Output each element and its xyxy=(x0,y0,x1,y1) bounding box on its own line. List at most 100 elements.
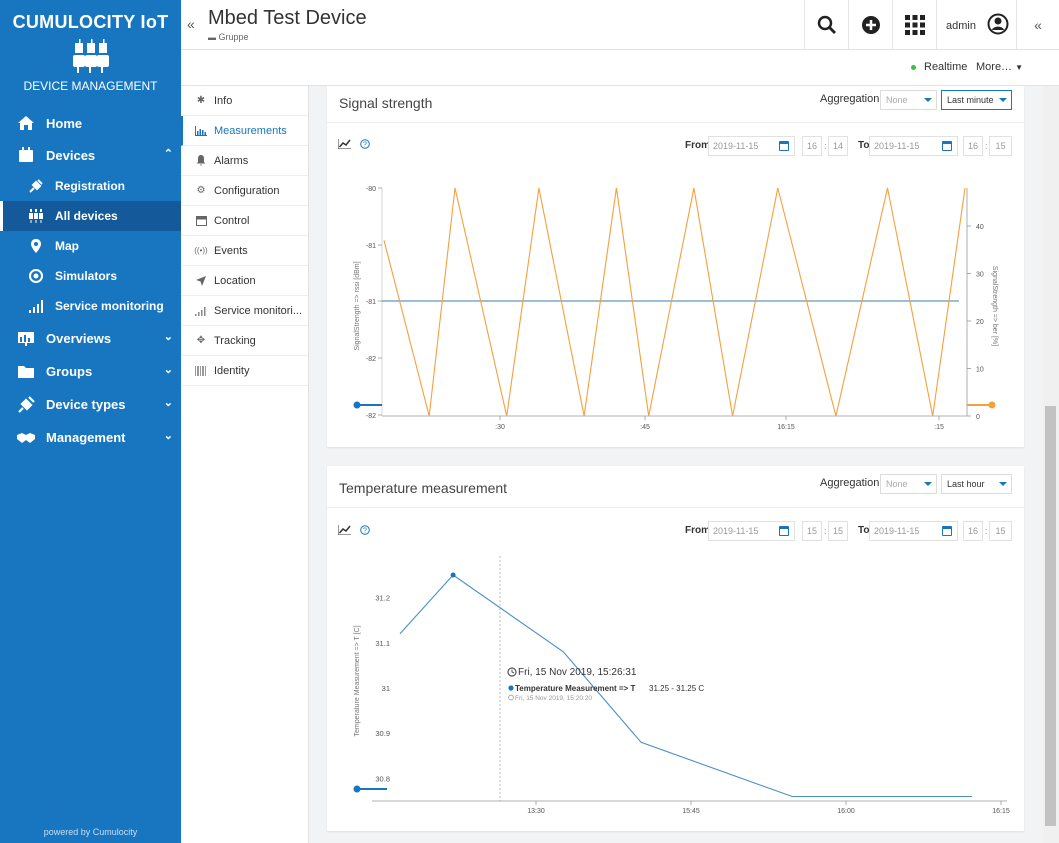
realtime-toggle[interactable]: Realtime xyxy=(911,61,967,73)
realtime-status-icon xyxy=(911,64,916,70)
search-icon xyxy=(817,15,836,34)
collapse-right-button[interactable]: « xyxy=(1016,0,1059,49)
help-icon[interactable]: ? xyxy=(360,139,370,152)
from-minute-input[interactable]: 15 xyxy=(828,521,848,541)
bar-chart-icon xyxy=(195,125,207,136)
calendar-icon[interactable] xyxy=(779,526,789,536)
brand-subtitle: DEVICE MANAGEMENT xyxy=(23,79,158,93)
action-bar: Realtime More… ▼ xyxy=(181,50,1059,86)
calendar-icon[interactable] xyxy=(942,526,952,536)
scrollbar-thumb[interactable] xyxy=(1045,406,1056,826)
simulators-icon xyxy=(28,268,44,284)
search-button[interactable] xyxy=(804,0,848,49)
nav-simulators[interactable]: Simulators xyxy=(0,261,181,291)
nav-registration[interactable]: Registration xyxy=(0,171,181,201)
realtime-label: Realtime xyxy=(924,61,968,73)
tab-tracking[interactable]: ✥ Tracking xyxy=(181,326,308,356)
tab-service-monitoring[interactable]: Service monitori... xyxy=(181,296,308,326)
nav-simulators-label: Simulators xyxy=(55,269,118,283)
tooltip-time: Fri, 15 Nov 2019, 15:26:31 xyxy=(518,667,637,678)
series-ber-line xyxy=(383,187,966,417)
powered-by: powered by Cumulocity xyxy=(43,827,138,837)
nav-groups[interactable]: Groups ⌄ xyxy=(0,355,181,388)
time-separator: : xyxy=(824,141,827,151)
nav-home[interactable]: Home xyxy=(0,107,181,139)
from-date-input[interactable]: 2019-11-15 xyxy=(708,521,795,541)
measurements-content: Signal strength Aggregation None Last mi… xyxy=(310,86,1043,843)
user-name: admin xyxy=(946,20,976,32)
to-label: To xyxy=(858,140,870,151)
from-label: From xyxy=(685,525,710,536)
signal-strength-chart[interactable]: SignalStrength => rssi [dBm] SignalStren… xyxy=(327,176,1024,436)
interval-select[interactable]: Last minute xyxy=(941,90,1012,110)
aggregation-select[interactable]: None xyxy=(880,90,937,110)
user-avatar-icon xyxy=(987,13,1009,35)
tab-configuration[interactable]: ⚙ Configuration xyxy=(181,176,308,206)
tab-label: Control xyxy=(214,214,250,227)
tab-events[interactable]: ((•)) Events xyxy=(181,236,308,266)
page-scrollbar[interactable] xyxy=(1043,86,1059,843)
nav-map[interactable]: Map xyxy=(0,231,181,261)
x-tick-label: 16:15 xyxy=(992,808,1010,815)
tab-label: Identity xyxy=(214,364,250,377)
line-chart-icon[interactable] xyxy=(337,525,351,538)
interval-select[interactable]: Last hour xyxy=(941,474,1012,494)
double-chevron-left-icon: « xyxy=(1034,16,1042,33)
interval-value: Last hour xyxy=(947,479,985,489)
nav-devices[interactable]: Devices ⌃ xyxy=(0,139,181,171)
broadcast-icon: ((•)) xyxy=(194,246,208,255)
series-temperature-legend-dot xyxy=(353,785,361,793)
app-switcher-button[interactable] xyxy=(892,0,936,49)
to-minute-value: 15 xyxy=(995,526,1006,536)
from-hour-value: 16 xyxy=(806,141,817,151)
from-hour-input[interactable]: 15 xyxy=(802,521,822,541)
tooltip-sub: Fri, 15 Nov 2019, 15:20:20 xyxy=(515,695,592,702)
nav-overviews[interactable]: Overviews ⌄ xyxy=(0,322,181,355)
tab-alarms[interactable]: Alarms xyxy=(181,146,308,176)
interval-value: Last minute xyxy=(947,95,994,105)
nav-management-label: Management xyxy=(46,430,126,445)
y-tick-label: 30.9 xyxy=(375,729,390,738)
y-left-tick-label: -82 xyxy=(366,413,376,420)
to-hour-input[interactable]: 16 xyxy=(963,136,983,156)
handshake-icon xyxy=(16,429,36,447)
main-nav: Home Devices ⌃ Registration All devices … xyxy=(0,107,181,454)
tab-measurements[interactable]: Measurements xyxy=(181,116,308,146)
from-minute-input[interactable]: 14 xyxy=(828,136,848,156)
nav-service-monitoring[interactable]: Service monitoring xyxy=(0,291,181,321)
to-date-input[interactable]: 2019-11-15 xyxy=(869,136,958,156)
user-menu[interactable] xyxy=(936,0,1016,49)
to-minute-input[interactable]: 15 xyxy=(989,136,1012,156)
collapse-nav-icon[interactable]: « xyxy=(187,16,195,32)
aggregation-select[interactable]: None xyxy=(880,474,937,494)
add-button[interactable] xyxy=(848,0,892,49)
tab-info[interactable]: ✱ Info xyxy=(181,86,308,116)
from-label: From xyxy=(685,140,710,151)
to-minute-input[interactable]: 15 xyxy=(989,521,1012,541)
tab-label: Service monitori... xyxy=(214,304,303,317)
tab-label: Measurements xyxy=(214,124,287,137)
nav-all-devices[interactable]: All devices xyxy=(0,201,181,231)
more-menu[interactable]: More… ▼ xyxy=(976,61,1023,73)
chevron-down-icon: ⌄ xyxy=(163,364,173,376)
temperature-chart[interactable]: Temperature Measurement => T [C] 31.2 31.… xyxy=(327,556,1024,826)
tab-control[interactable]: Control xyxy=(181,206,308,236)
y-axis-label: Temperature Measurement => T [C] xyxy=(354,625,361,736)
tab-identity[interactable]: Identity xyxy=(181,356,308,386)
calendar-icon[interactable] xyxy=(779,141,789,151)
nav-device-types[interactable]: Device types ⌄ xyxy=(0,388,181,421)
calendar-icon[interactable] xyxy=(942,141,952,151)
to-hour-value: 16 xyxy=(967,526,978,536)
to-date-value: 2019-11-15 xyxy=(874,526,920,536)
to-hour-input[interactable]: 16 xyxy=(963,521,983,541)
from-date-input[interactable]: 2019-11-15 xyxy=(708,136,795,156)
from-hour-input[interactable]: 16 xyxy=(802,136,822,156)
tab-location[interactable]: Location xyxy=(181,266,308,296)
aggregation-value: None xyxy=(886,479,908,489)
breadcrumb[interactable]: ▬ Gruppe xyxy=(208,32,249,42)
to-date-input[interactable]: 2019-11-15 xyxy=(869,521,958,541)
nav-management[interactable]: Management ⌄ xyxy=(0,421,181,454)
line-chart-icon[interactable] xyxy=(337,139,351,152)
help-icon[interactable]: ? xyxy=(360,525,370,538)
device-tabs: ✱ Info Measurements Alarms ⚙ Configuration… xyxy=(181,86,309,843)
